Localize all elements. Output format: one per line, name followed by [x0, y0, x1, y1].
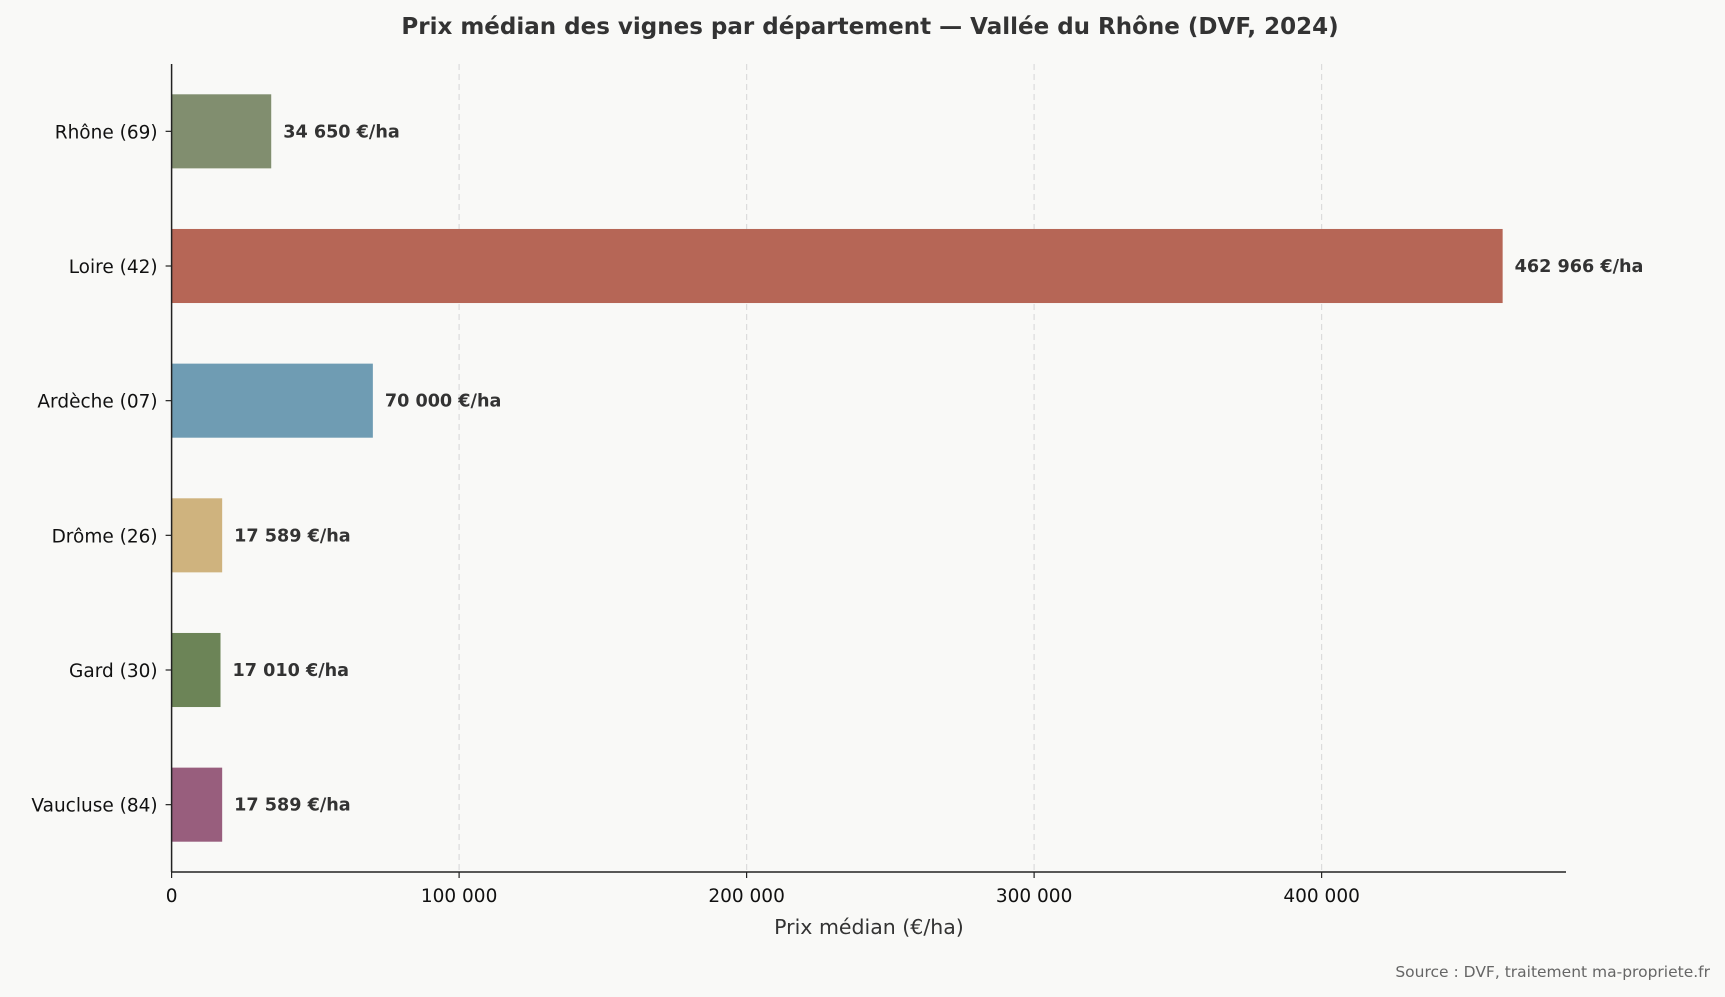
data-label: 17 589 €/ha	[234, 526, 351, 546]
x-tick-label: 100 000	[421, 886, 498, 907]
data-label: 17 010 €/ha	[233, 661, 350, 681]
y-tick-label: Loire (42)	[69, 257, 158, 278]
x-tick-label: 300 000	[996, 886, 1073, 907]
x-tick-label: 0	[166, 886, 178, 907]
y-tick-label: Rhône (69)	[55, 122, 158, 143]
bar	[171, 94, 272, 169]
bar	[171, 767, 223, 842]
source-note: Source : DVF, traitement ma-propriete.fr	[1395, 963, 1710, 981]
y-tick-label: Drôme (26)	[52, 526, 158, 547]
chart-title: Prix médian des vignes par département —…	[401, 14, 1338, 40]
grid	[458, 64, 1323, 872]
y-tick-label: Ardèche (07)	[37, 392, 157, 413]
x-tick-label: 400 000	[1283, 886, 1360, 907]
data-label: 34 650 €/ha	[283, 122, 400, 142]
y-tick-label: Vaucluse (84)	[31, 796, 157, 817]
data-label: 70 000 €/ha	[385, 392, 502, 412]
y-tick-label: Gard (30)	[69, 661, 158, 682]
bar	[171, 498, 223, 573]
bar	[171, 228, 1503, 304]
bars: 34 650 €/ha 462 966 €/ha 70 000 €/ha 17 589…	[171, 94, 1644, 842]
x-axis-label: Prix médian (€/ha)	[774, 915, 964, 939]
data-label: 462 966 €/ha	[1515, 257, 1644, 277]
axes: 0 100 000 200 000 300 000 400 000 Rhône (69) L…	[31, 64, 1566, 907]
x-tick-label: 200 000	[708, 886, 785, 907]
data-label: 17 589 €/ha	[234, 796, 351, 816]
bar	[171, 632, 221, 708]
bar	[171, 363, 373, 438]
